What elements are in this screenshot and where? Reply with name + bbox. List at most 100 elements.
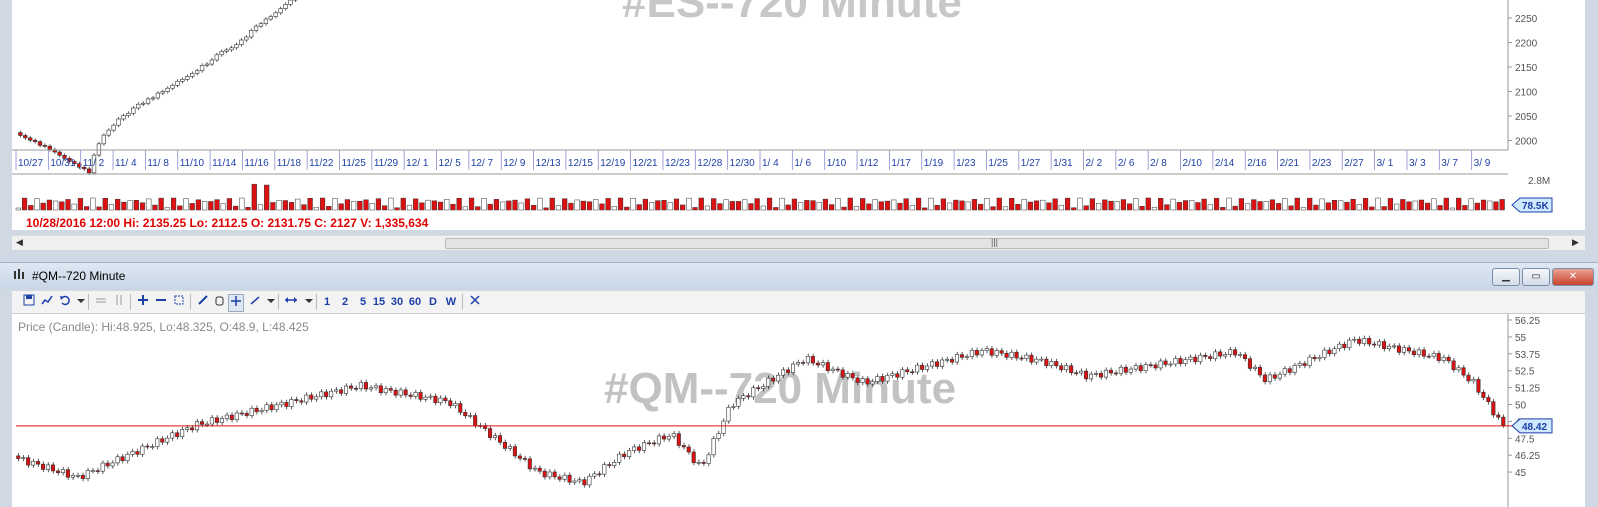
qm-candle bbox=[732, 406, 735, 407]
es-price-chart[interactable]: #ES--720 Minute 2250 2200 2150 2100 2050 2000… bbox=[12, 0, 1585, 230]
zoom-in-icon[interactable] bbox=[136, 294, 150, 310]
interval-60-button[interactable]: 60 bbox=[408, 294, 422, 310]
qm-candle bbox=[1005, 353, 1008, 357]
es-volume-bar bbox=[1165, 205, 1170, 210]
qm-y-tick-label: 52.5 bbox=[1515, 367, 1535, 378]
scrollbar-thumb[interactable]: ||| bbox=[445, 238, 1549, 249]
hline-icon[interactable] bbox=[94, 294, 108, 310]
qm-candle bbox=[414, 392, 417, 396]
window-titlebar[interactable]: #QM--720 Minute ▁ ▭ ✕ bbox=[0, 262, 1598, 289]
es-volume-bar bbox=[208, 202, 213, 210]
es-volume-bar bbox=[500, 202, 505, 210]
qm-candle bbox=[344, 386, 347, 393]
es-volume-bar bbox=[749, 204, 754, 210]
zoom-out-icon[interactable] bbox=[154, 294, 168, 310]
es-volume-bar bbox=[817, 202, 822, 210]
interval-weekly-button[interactable]: W bbox=[444, 294, 458, 310]
qm-candle bbox=[1382, 342, 1385, 349]
interval-2-button[interactable]: 2 bbox=[338, 294, 352, 310]
hand-icon[interactable] bbox=[212, 294, 226, 310]
scroll-icon[interactable] bbox=[284, 294, 298, 310]
es-volume-bar bbox=[1351, 199, 1356, 210]
qm-candle bbox=[613, 462, 616, 465]
close-icon[interactable] bbox=[468, 294, 482, 310]
qm-candle bbox=[742, 396, 745, 399]
es-volume-bar bbox=[761, 206, 766, 210]
maximize-button[interactable]: ▭ bbox=[1522, 268, 1550, 286]
indicator-icon[interactable] bbox=[40, 294, 54, 310]
vline-icon[interactable] bbox=[112, 294, 126, 310]
es-volume-bar bbox=[569, 203, 574, 210]
es-date-label: 11/25 bbox=[341, 158, 366, 169]
qm-candle bbox=[1144, 365, 1147, 371]
es-volume-bar bbox=[91, 198, 96, 210]
qm-candle bbox=[1129, 369, 1132, 372]
trendline-icon[interactable] bbox=[248, 294, 262, 310]
qm-candle bbox=[200, 422, 203, 425]
qm-candle bbox=[886, 375, 889, 381]
es-volume-bar bbox=[302, 205, 307, 210]
es-volume-bar bbox=[910, 206, 915, 210]
qm-candle bbox=[156, 439, 159, 447]
interval-5-button[interactable]: 5 bbox=[356, 294, 370, 310]
qm-candle bbox=[1412, 351, 1415, 355]
es-volume-bar bbox=[1053, 199, 1058, 210]
chart-window-icon bbox=[12, 268, 28, 282]
es-volume-bar bbox=[848, 198, 853, 210]
es-volume-bar bbox=[885, 201, 890, 210]
es-volume-bar bbox=[1444, 198, 1449, 210]
es-volume-bar bbox=[289, 202, 294, 210]
es-volume-bar bbox=[1040, 200, 1045, 210]
qm-y-tick-label: 47.5 bbox=[1515, 434, 1535, 445]
es-volume-bar bbox=[531, 205, 536, 210]
qm-candle bbox=[955, 355, 958, 363]
interval-1-button[interactable]: 1 bbox=[320, 294, 334, 310]
save-icon[interactable] bbox=[22, 294, 36, 310]
interval-30-button[interactable]: 30 bbox=[390, 294, 404, 310]
scroll-dropdown-icon[interactable] bbox=[302, 294, 316, 310]
pencil-icon[interactable] bbox=[196, 294, 210, 310]
es-candle bbox=[200, 65, 204, 70]
qm-candle bbox=[454, 404, 457, 406]
qm-candle bbox=[141, 446, 144, 454]
qm-candle bbox=[444, 398, 447, 401]
es-volume-bar bbox=[128, 201, 133, 210]
es-volume-bar bbox=[271, 202, 276, 210]
qm-candles[interactable]: 56.255553.7552.551.255048.7547.546.25454… bbox=[12, 314, 1585, 507]
horizontal-scrollbar[interactable]: ◀ ||| ▶ bbox=[12, 235, 1585, 250]
es-volume-bar bbox=[655, 201, 660, 210]
qm-candle bbox=[846, 373, 849, 377]
interval-daily-button[interactable]: D bbox=[426, 294, 440, 310]
es-volume-bar bbox=[382, 206, 387, 210]
es-volume-bar bbox=[792, 199, 797, 210]
es-volume-bar bbox=[215, 200, 220, 210]
undo-icon[interactable] bbox=[58, 294, 72, 310]
scroll-right-arrow-icon[interactable]: ▶ bbox=[1572, 237, 1579, 248]
es-candle bbox=[97, 144, 101, 155]
es-candles-and-volume[interactable]: 2250 2200 2150 2100 2050 2000 10/27 10/31 11/ 2 1… bbox=[12, 0, 1585, 215]
trendline-dropdown-icon[interactable] bbox=[264, 294, 278, 310]
minimize-button[interactable]: ▁ bbox=[1492, 268, 1520, 286]
scroll-left-arrow-icon[interactable]: ◀ bbox=[16, 237, 23, 248]
qm-candle bbox=[1437, 353, 1440, 360]
qm-candle bbox=[1482, 392, 1485, 397]
qm-candle bbox=[563, 475, 566, 479]
qm-candle bbox=[901, 370, 904, 377]
qm-candle bbox=[637, 447, 640, 451]
crosshair-icon[interactable] bbox=[228, 294, 244, 312]
close-window-button[interactable]: ✕ bbox=[1552, 268, 1594, 286]
es-candle bbox=[58, 152, 62, 155]
qm-candle bbox=[250, 408, 253, 415]
qm-candle bbox=[1318, 358, 1321, 359]
qm-candle bbox=[329, 391, 332, 397]
qm-candle bbox=[1223, 355, 1226, 357]
fit-icon[interactable] bbox=[172, 294, 186, 310]
qm-candle bbox=[1179, 358, 1182, 363]
undo-dropdown-icon[interactable] bbox=[74, 294, 88, 310]
es-volume-bar bbox=[674, 199, 679, 210]
qm-candle bbox=[1194, 357, 1197, 362]
qm-price-chart[interactable]: #QM--720 Minute 56.25 55 53.75 52.5 51.25 50 4… bbox=[12, 314, 1585, 507]
es-date-label: 11/10 bbox=[180, 158, 205, 169]
interval-15-button[interactable]: 15 bbox=[372, 294, 386, 310]
es-volume-bar bbox=[1419, 200, 1424, 210]
